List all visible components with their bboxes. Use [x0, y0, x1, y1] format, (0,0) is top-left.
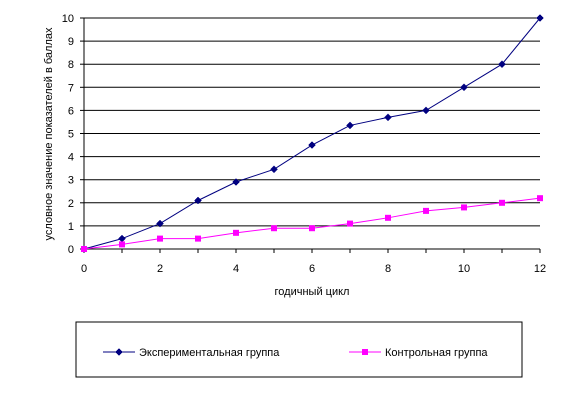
- series-2-line: [83, 197, 541, 250]
- x-tick-label-10: 10: [458, 263, 470, 275]
- x-tick-label-2: 2: [157, 263, 163, 275]
- series-2-point-3: [195, 235, 201, 242]
- x-tick-label-12: 12: [534, 263, 546, 275]
- series-2-point-10: [461, 204, 467, 211]
- y-tick-label-7: 7: [68, 82, 74, 94]
- series-1-point-10: [460, 83, 468, 92]
- series-1-point-8: [384, 113, 392, 122]
- x-tick-label-0: 0: [81, 263, 87, 275]
- y-tick-label-0: 0: [68, 244, 74, 256]
- series-2-point-8: [385, 214, 391, 221]
- series-1-point-12: [536, 14, 544, 22]
- x-tick-label-6: 6: [309, 263, 315, 275]
- y-axis-title: условное значение показателей в баллах: [43, 27, 55, 240]
- y-tick-label-8: 8: [68, 59, 74, 71]
- legend-marker-2: [362, 349, 368, 355]
- series-1-point-3: [194, 196, 202, 205]
- x-tick-label-8: 8: [385, 263, 391, 275]
- series-2-point-11: [499, 199, 505, 206]
- legend-item-2: Контрольная группа: [349, 347, 488, 359]
- series-1-point-6: [308, 141, 316, 149]
- y-tick-label-2: 2: [68, 198, 74, 210]
- series-1-point-7: [346, 121, 354, 130]
- legend-items: Экспериментальная группа Контрольная груп…: [103, 347, 488, 359]
- legend-box: [75, 321, 523, 378]
- legend-label-2: Контрольная группа: [385, 347, 488, 359]
- series-2-point-5: [271, 225, 277, 232]
- series-2-point-12: [537, 195, 543, 202]
- gridlines: [84, 17, 540, 227]
- series-1-point-4: [232, 178, 240, 186]
- series-1-point-5: [270, 165, 278, 174]
- series-1-point-9: [422, 106, 430, 115]
- legend: Экспериментальная группа Контрольная груп…: [75, 321, 523, 378]
- series-2: [81, 195, 543, 252]
- series-2-point-9: [423, 207, 429, 214]
- y-tick-label-4: 4: [68, 152, 74, 164]
- y-tick-label-1: 1: [68, 221, 74, 233]
- legend-marker-1: [115, 348, 123, 356]
- x-axis-title: годичный цикл: [275, 286, 350, 298]
- y-tick-label-3: 3: [68, 175, 74, 187]
- series-1-point-11: [498, 60, 506, 69]
- series-2-point-0: [81, 246, 87, 252]
- legend-item-1: Экспериментальная группа: [103, 347, 280, 359]
- x-tick-label-4: 4: [233, 263, 239, 275]
- series-2-point-7: [347, 220, 353, 227]
- y-tick-label-10: 10: [62, 13, 74, 25]
- y-tick-label-6: 6: [68, 105, 74, 117]
- y-tick-label-5: 5: [68, 129, 74, 141]
- series-2-point-1: [119, 241, 125, 248]
- series-2-point-6: [309, 225, 315, 232]
- series-1-point-1: [118, 234, 126, 243]
- y-tick-label-9: 9: [68, 36, 74, 48]
- series-2-point-4: [233, 229, 239, 236]
- series-1-point-2: [156, 219, 164, 228]
- series-2-point-2: [157, 235, 163, 242]
- series-layer: [80, 14, 544, 253]
- legend-label-1: Экспериментальная группа: [139, 347, 280, 359]
- axes: [80, 17, 541, 253]
